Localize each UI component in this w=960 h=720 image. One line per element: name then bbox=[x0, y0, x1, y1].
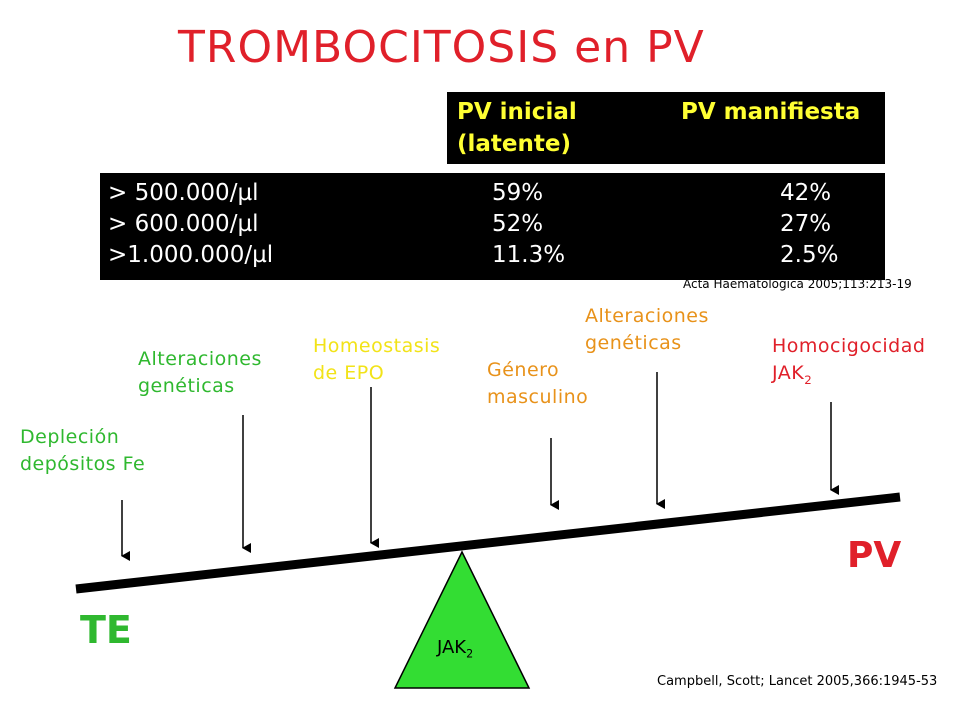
header-pv-inicial: PV inicial (latente) bbox=[457, 96, 577, 160]
fulcrum-label: JAK2 bbox=[437, 637, 473, 661]
table-row: > 600.000/µl 52% 27% bbox=[100, 210, 885, 238]
label-genetic-right-line2: genéticas bbox=[585, 332, 682, 354]
label-homozygosity-line1: Homocigocidad bbox=[772, 335, 926, 357]
label-homozygosity-jak: JAK bbox=[772, 362, 805, 384]
label-homozygosity-line2: JAK2 bbox=[772, 360, 925, 394]
row-inicial-value: 59% bbox=[492, 180, 544, 206]
label-epo-line2: de EPO bbox=[313, 362, 385, 384]
label-gender-line1: Género bbox=[487, 359, 560, 381]
table-header: PV inicial (latente) PV manifiesta bbox=[447, 92, 885, 164]
header-pv-manifiesta: PV manifiesta bbox=[681, 99, 861, 125]
table-row: >1.000.000/µl 11.3% 2.5% bbox=[100, 241, 885, 269]
row-manifiesta-value: 42% bbox=[780, 180, 832, 206]
label-depletion-line2: depósitos Fe bbox=[20, 453, 146, 475]
label-homozygosity: Homocigocidad JAK2 bbox=[772, 333, 925, 394]
label-genetic-right-line1: Alteraciones bbox=[585, 305, 709, 327]
header-pv-inicial-line1: PV inicial bbox=[457, 99, 577, 125]
row-inicial-value: 11.3% bbox=[492, 242, 566, 268]
fulcrum-label-sub: 2 bbox=[466, 647, 474, 661]
row-threshold: >1.000.000/µl bbox=[108, 242, 274, 268]
table-row: > 500.000/µl 59% 42% bbox=[100, 179, 885, 207]
fulcrum-label-jak: JAK bbox=[437, 637, 467, 658]
label-genetic-left-line2: genéticas bbox=[138, 375, 235, 397]
label-homozygosity-sub: 2 bbox=[804, 372, 813, 387]
label-genetic-left: Alteraciones genéticas bbox=[138, 346, 262, 400]
label-epo: Homeostasis de EPO bbox=[313, 333, 440, 387]
label-gender: Género masculino bbox=[487, 357, 588, 411]
label-te: TE bbox=[80, 608, 132, 652]
label-genetic-right: Alteraciones genéticas bbox=[585, 303, 709, 357]
label-genetic-left-line1: Alteraciones bbox=[138, 348, 262, 370]
balance-beam bbox=[75, 492, 901, 594]
bottom-reference: Campbell, Scott; Lancet 2005,366:1945-53 bbox=[657, 674, 938, 689]
label-gender-line2: masculino bbox=[487, 386, 589, 408]
row-manifiesta-value: 2.5% bbox=[780, 242, 839, 268]
label-epo-line1: Homeostasis bbox=[313, 335, 441, 357]
row-manifiesta-value: 27% bbox=[780, 211, 832, 237]
table-reference: Acta Haematologica 2005;113:213-19 bbox=[683, 277, 912, 291]
fulcrum-triangle bbox=[393, 550, 531, 689]
row-threshold: > 600.000/µl bbox=[108, 211, 259, 237]
thrombocytosis-table: > 500.000/µl 59% 42% > 600.000/µl 52% 27… bbox=[100, 173, 885, 280]
slide-title: TROMBOCITOSIS en PV bbox=[178, 22, 705, 73]
label-depletion: Depleción depósitos Fe bbox=[20, 424, 145, 478]
label-pv: PV bbox=[847, 535, 902, 576]
header-pv-inicial-line2: (latente) bbox=[457, 131, 571, 157]
row-threshold: > 500.000/µl bbox=[108, 180, 259, 206]
row-inicial-value: 52% bbox=[492, 211, 544, 237]
label-depletion-line1: Depleción bbox=[20, 426, 120, 448]
